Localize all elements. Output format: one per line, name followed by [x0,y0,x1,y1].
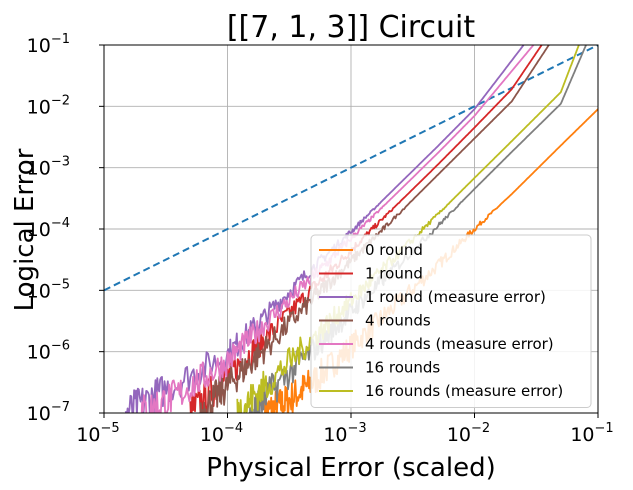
y-tick-label: 10−1 [27,32,70,57]
y-tick-label: 10−2 [27,93,70,118]
legend-label: 4 rounds [365,312,431,330]
x-tick-label: 10−4 [200,421,243,446]
y-tick-label: 10−6 [27,339,70,364]
x-tick-label: 10−3 [323,421,366,446]
legend: 0 round 1 round 1 round (measure error) 4 r… [310,234,592,408]
x-tick-label: 10−2 [447,421,490,446]
legend-label: 16 rounds (measure error) [365,382,563,400]
legend-label: 1 round [365,265,423,283]
x-axis-label: Physical Error (scaled) [206,453,495,483]
x-tick-label: 10−1 [570,421,613,446]
series-line-reference [104,45,598,292]
y-tick-label: 10−7 [27,400,70,425]
legend-label: 4 rounds (measure error) [365,335,554,353]
chart-title: [[7, 1, 3]] Circuit [227,10,476,45]
x-tick-label: 10−5 [76,421,119,446]
legend-label: 16 rounds [365,359,440,377]
legend-label: 1 round (measure error) [365,288,546,306]
legend-label: 0 round [365,241,423,259]
legend-box [310,234,592,408]
y-axis-label: Logical Error [10,148,40,311]
x-axis-ticks: 10−5 10−4 10−3 10−2 10−1 [76,413,614,446]
